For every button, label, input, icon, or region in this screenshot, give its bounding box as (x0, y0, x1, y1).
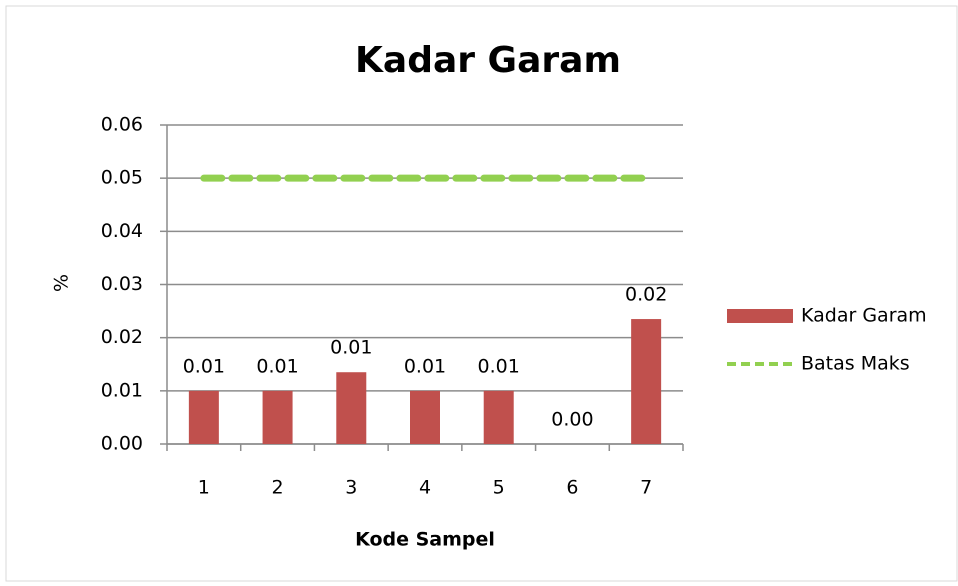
bar (188, 390, 219, 444)
x-tick-label: 5 (493, 477, 505, 499)
data-label: 0.01 (478, 355, 520, 377)
data-label: 0.01 (404, 355, 446, 377)
x-axis-label: Kode Sampel (355, 529, 495, 551)
y-tick-label: 0.03 (101, 273, 143, 295)
chart-title: Kadar Garam (355, 40, 621, 81)
y-tick-label: 0.04 (101, 220, 143, 242)
x-tick-label: 4 (419, 477, 431, 499)
y-tick-label: 0.00 (101, 433, 143, 455)
legend-swatch (727, 309, 793, 323)
y-tick-label: 0.06 (101, 114, 143, 136)
bar (631, 319, 662, 444)
data-label: 0.01 (183, 355, 225, 377)
y-tick-label: 0.05 (101, 167, 143, 189)
legend-label: Kadar Garam (801, 305, 927, 327)
chart-border (5, 5, 958, 582)
x-tick-label: 2 (272, 477, 284, 499)
bar (410, 390, 440, 444)
y-tick-label: 0.01 (101, 379, 143, 401)
x-tick-label: 7 (640, 477, 652, 499)
data-label: 0.00 (551, 409, 593, 431)
y-tick-label: 0.02 (101, 326, 143, 348)
data-label: 0.01 (256, 355, 298, 377)
bar (262, 390, 293, 444)
data-label: 0.01 (330, 337, 372, 359)
x-tick-label: 6 (566, 477, 578, 499)
x-tick-label: 1 (198, 477, 210, 499)
legend-label: Batas Maks (801, 353, 910, 375)
data-label: 0.02 (625, 284, 667, 306)
x-tick-label: 3 (345, 477, 357, 499)
y-axis-label: % (51, 274, 73, 292)
bar (336, 372, 367, 444)
bar (483, 390, 514, 444)
